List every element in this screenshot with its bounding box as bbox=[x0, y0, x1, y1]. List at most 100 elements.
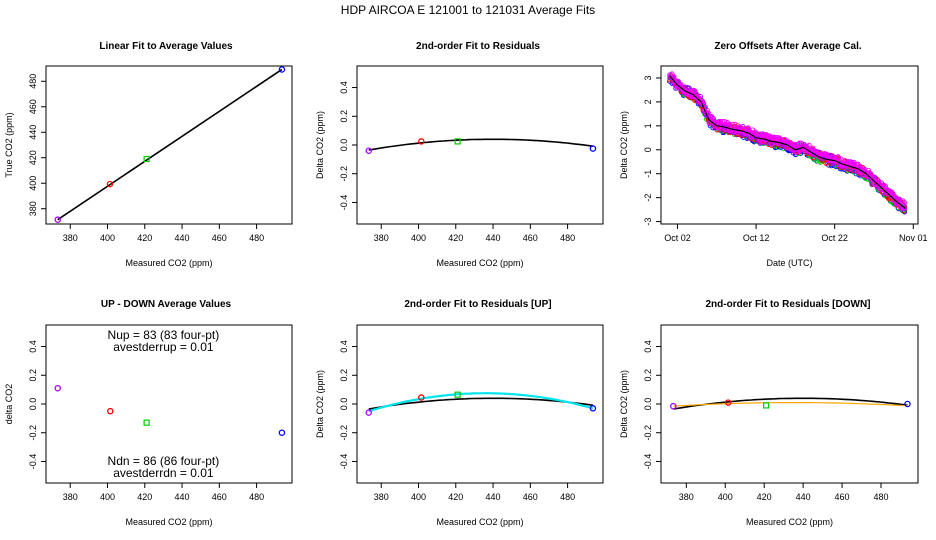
x-tick-label: 380 bbox=[63, 492, 78, 502]
x-tick-label: 400 bbox=[718, 492, 733, 502]
y-tick-label: -3 bbox=[643, 218, 653, 226]
offset-point-magenta bbox=[771, 135, 778, 141]
y-tick-label: -0.2 bbox=[28, 425, 38, 441]
x-axis-label: Measured CO2 (ppm) bbox=[436, 258, 523, 268]
x-tick-label: 460 bbox=[835, 492, 850, 502]
offset-point-magenta bbox=[902, 200, 908, 206]
plot-title: UP - DOWN Average Values bbox=[101, 299, 232, 310]
y-tick-label: 0.4 bbox=[28, 340, 38, 353]
x-tick-label: 440 bbox=[175, 492, 190, 502]
x-tick-label: 400 bbox=[100, 492, 115, 502]
y-tick-label: 400 bbox=[28, 176, 38, 191]
offset-point-magenta bbox=[702, 107, 708, 113]
fit-curve-cyan bbox=[368, 392, 594, 413]
x-tick-label: 440 bbox=[486, 492, 501, 502]
panel-p1 bbox=[41, 65, 293, 229]
data-point-blue bbox=[589, 145, 597, 152]
y-tick-label: 0.0 bbox=[28, 398, 38, 411]
x-tick-label: 380 bbox=[374, 233, 389, 243]
offset-point-magenta bbox=[901, 205, 907, 211]
x-axis-label: Measured CO2 (ppm) bbox=[125, 517, 212, 527]
x-tick-label: 380 bbox=[374, 492, 389, 502]
offset-point-magenta bbox=[890, 194, 896, 200]
annotation-nup: Nup = 83 (83 four-pt) bbox=[108, 328, 220, 342]
offset-point-magenta bbox=[893, 195, 899, 201]
plot-title: Zero Offsets After Average Cal. bbox=[714, 41, 861, 52]
plot-title: 2nd-order Fit to Residuals [UP] bbox=[404, 299, 551, 310]
x-axis-label: Measured CO2 (ppm) bbox=[125, 258, 212, 268]
data-point-red bbox=[107, 407, 114, 415]
data-point-blue bbox=[278, 66, 286, 73]
data-point-purple bbox=[54, 216, 61, 223]
offset-point-magenta bbox=[709, 115, 715, 121]
y-tick-label: 2 bbox=[643, 99, 653, 104]
x-tick-label: 440 bbox=[796, 492, 811, 502]
y-tick-label: 0.0 bbox=[339, 398, 349, 411]
x-tick-label: 400 bbox=[411, 492, 426, 502]
annotation-ndn: Ndn = 86 (86 four-pt) bbox=[108, 454, 220, 468]
y-tick-label: 3 bbox=[643, 75, 653, 80]
offset-point-magenta bbox=[835, 155, 841, 161]
data-point-blue bbox=[904, 400, 911, 408]
x-axis-label: Date (UTC) bbox=[766, 258, 812, 268]
fit-curve-black bbox=[368, 397, 594, 410]
data-point-green bbox=[143, 419, 150, 426]
fit-curve-black bbox=[368, 138, 594, 151]
offset-point-purple bbox=[901, 206, 908, 212]
offset-point-magenta bbox=[838, 156, 844, 162]
offset-point-magenta bbox=[865, 167, 872, 173]
offset-point-magenta bbox=[732, 121, 738, 127]
data-point-purple bbox=[670, 402, 677, 410]
annotation-avestderrup: avestderrup = 0.01 bbox=[113, 340, 214, 354]
fit-curve-black bbox=[673, 397, 908, 410]
panel-p5 bbox=[352, 324, 604, 488]
x-tick-label: 480 bbox=[873, 492, 888, 502]
annotation-avestderrdn: avestderrdn = 0.01 bbox=[113, 466, 214, 480]
x-tick-label: 460 bbox=[212, 233, 227, 243]
data-point-purple bbox=[365, 147, 372, 154]
x-tick-label: 400 bbox=[411, 233, 426, 243]
offset-point-magenta bbox=[854, 161, 860, 167]
y-tick-label: -0.2 bbox=[339, 425, 349, 441]
data-point-purple bbox=[54, 384, 61, 392]
x-tick-label: 460 bbox=[523, 233, 538, 243]
data-point-blue bbox=[278, 429, 286, 436]
fit-line bbox=[57, 68, 283, 221]
y-axis-label: Delta CO2 (ppm) bbox=[315, 111, 325, 179]
x-tick-label: 460 bbox=[212, 492, 227, 502]
panel-p6 bbox=[656, 324, 919, 488]
data-point-green bbox=[143, 155, 150, 163]
panel-p2 bbox=[352, 65, 604, 229]
y-tick-label: -1 bbox=[643, 170, 653, 178]
offset-point-magenta bbox=[810, 145, 816, 151]
y-tick-label: -2 bbox=[643, 194, 653, 202]
x-tick-label: 380 bbox=[679, 492, 694, 502]
figure-title: HDP AIRCOA E 121001 to 121031 Average Fi… bbox=[341, 3, 595, 17]
x-tick-label: 400 bbox=[100, 233, 115, 243]
y-tick-label: 480 bbox=[28, 74, 38, 89]
offset-trend-line bbox=[669, 75, 906, 209]
y-tick-label: 0.0 bbox=[339, 139, 349, 152]
y-tick-label: 0.2 bbox=[339, 110, 349, 123]
x-tick-label: 420 bbox=[757, 492, 772, 502]
plot-frame bbox=[45, 65, 293, 225]
data-point-green bbox=[454, 391, 461, 398]
y-tick-label: 440 bbox=[28, 125, 38, 140]
y-tick-label: -0.4 bbox=[339, 454, 349, 470]
y-axis-label: Delta CO2 (ppm) bbox=[315, 370, 325, 438]
x-axis-label: Measured CO2 (ppm) bbox=[436, 517, 523, 527]
offset-point-magenta bbox=[796, 141, 802, 147]
y-tick-label: -0.4 bbox=[643, 454, 653, 470]
data-point-purple bbox=[365, 409, 372, 416]
y-tick-label: 420 bbox=[28, 150, 38, 165]
plot-title: Linear Fit to Average Values bbox=[99, 41, 233, 52]
offset-point-magenta bbox=[875, 178, 882, 184]
y-axis-label: Delta CO2 (ppm) bbox=[619, 370, 629, 438]
x-tick-label: 480 bbox=[560, 492, 575, 502]
y-tick-label: 0 bbox=[643, 147, 653, 152]
data-point-blue bbox=[589, 405, 597, 412]
data-point-red bbox=[418, 394, 425, 401]
plot-frame bbox=[660, 65, 919, 225]
data-point-red bbox=[106, 180, 114, 188]
